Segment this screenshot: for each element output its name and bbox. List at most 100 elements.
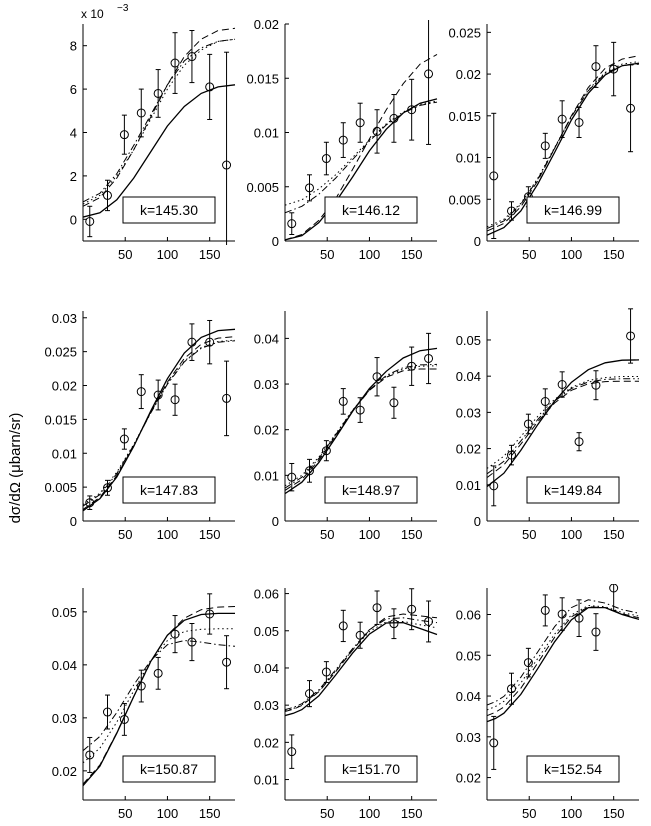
y-tick-label: 0 xyxy=(70,212,77,227)
data-point xyxy=(222,160,232,170)
energy-label: k=150.87 xyxy=(140,761,198,777)
data-point xyxy=(222,393,232,403)
x-tick-label: 100 xyxy=(157,247,179,262)
x-tick-label: 150 xyxy=(603,806,625,821)
y-tick-label: 0.015 xyxy=(448,109,481,124)
y-multiplier-exponent: −3 xyxy=(117,3,129,14)
y-tick-label: 0.05 xyxy=(254,624,279,639)
x-tick-label: 100 xyxy=(561,527,583,542)
y-tick-label: 0.025 xyxy=(44,345,77,360)
data-point xyxy=(205,337,215,347)
data-point xyxy=(321,154,331,164)
panel-3: 50 100 150 0 0.005 0.01 0.015 0.02 0.025 k=146.99 xyxy=(448,24,640,262)
y-tick-label: 0.05 xyxy=(456,648,481,663)
data-point xyxy=(626,103,636,113)
data-point xyxy=(205,82,215,92)
energy-label: k=145.30 xyxy=(140,202,198,218)
x-tick-label: 100 xyxy=(359,527,381,542)
curve-dotted xyxy=(487,604,640,711)
energy-label-box xyxy=(122,755,216,783)
y-tick-label: 0.01 xyxy=(456,151,481,166)
data-point xyxy=(557,114,567,124)
x-tick-label: 150 xyxy=(401,806,423,821)
curves xyxy=(487,599,640,723)
y-tick-label: 0.02 xyxy=(52,764,77,779)
data-point xyxy=(540,141,550,151)
curve-dashed xyxy=(285,53,438,241)
x-tick-label: 50 xyxy=(522,247,536,262)
data-point xyxy=(338,396,348,406)
data-point xyxy=(304,689,314,699)
data-point xyxy=(609,64,619,74)
data-points xyxy=(489,308,636,507)
y-tick-label: 0.04 xyxy=(254,331,279,346)
panel-4: 50 100 150 0 0.005 0.01 0.015 0.02 0.025 0.03 k=14… xyxy=(44,311,236,542)
curve-solid xyxy=(285,347,438,495)
y-tick-label: 0.01 xyxy=(254,468,279,483)
energy-label-box xyxy=(122,196,216,224)
data-point xyxy=(506,450,516,460)
y-tick-label: 2 xyxy=(70,169,77,184)
curve-dashed xyxy=(285,613,438,712)
curve-dotted xyxy=(285,365,438,487)
y-tick-label: 0.025 xyxy=(448,25,481,40)
y-tick-label: 0.01 xyxy=(52,446,77,461)
y-tick-label: 0 xyxy=(272,234,279,249)
data-point xyxy=(287,747,297,757)
data-point xyxy=(523,419,533,429)
data-point xyxy=(540,397,550,407)
panel-5: 50 100 150 0 0.01 0.02 0.03 0.04 k=148.97 xyxy=(254,311,438,542)
y-tick-label: 0.03 xyxy=(52,711,77,726)
data-point xyxy=(424,616,434,626)
y-tick-label: 0.06 xyxy=(254,587,279,602)
data-points xyxy=(287,20,434,235)
data-point xyxy=(591,62,601,72)
x-tick-label: 100 xyxy=(359,247,381,262)
curve-dash-dot xyxy=(83,38,236,203)
y-tick-label: 0.02 xyxy=(254,17,279,32)
curve-dashed xyxy=(285,368,437,491)
data-point xyxy=(407,604,417,614)
x-tick-label: 100 xyxy=(157,806,179,821)
data-point xyxy=(170,395,180,405)
data-point xyxy=(574,437,584,447)
y-tick-label: 0 xyxy=(70,514,77,529)
x-tick-label: 150 xyxy=(199,806,221,821)
energy-label: k=146.99 xyxy=(544,202,602,218)
data-point xyxy=(338,135,348,145)
data-point xyxy=(372,372,382,382)
data-point xyxy=(424,353,434,363)
data-points xyxy=(489,41,636,239)
curves xyxy=(285,613,438,717)
data-point xyxy=(557,609,567,619)
curves xyxy=(83,27,236,218)
y-tick-label: 0.05 xyxy=(52,605,77,620)
data-point xyxy=(389,398,399,408)
data-point xyxy=(119,714,129,724)
data-point xyxy=(85,498,95,508)
data-point xyxy=(287,472,297,482)
y-tick-label: 0.04 xyxy=(52,658,77,673)
data-point xyxy=(574,117,584,127)
energy-label: k=151.70 xyxy=(342,761,400,777)
energy-label-box xyxy=(324,196,418,224)
energy-label-box xyxy=(526,755,620,783)
y-tick-label: 0.05 xyxy=(456,333,481,348)
x-tick-label: 100 xyxy=(359,806,381,821)
y-tick-label: 0.01 xyxy=(254,773,279,788)
y-tick-label: 0.02 xyxy=(456,442,481,457)
y-tick-label: 0.02 xyxy=(456,771,481,786)
panel-6: 50 100 150 0 0.01 0.02 0.03 0.04 0.05 k=149.84 xyxy=(456,308,640,542)
panel-1: 50 100 150 0 2 4 6 8 x 10 −3 k=145.30 xyxy=(70,3,236,262)
data-point xyxy=(557,380,567,389)
data-point xyxy=(187,52,197,62)
x-tick-label: 150 xyxy=(401,247,423,262)
figure-ylabel: dσ/dΩ (μbarn/sr) xyxy=(7,413,24,524)
y-tick-label: 0.01 xyxy=(254,126,279,141)
energy-label-box xyxy=(324,476,418,504)
data-point xyxy=(372,603,382,613)
data-points xyxy=(287,588,434,769)
panel-7: 50 100 150 0.02 0.03 0.04 0.05 k=150.87 xyxy=(52,588,236,821)
data-point xyxy=(355,630,365,640)
data-point xyxy=(153,88,163,98)
